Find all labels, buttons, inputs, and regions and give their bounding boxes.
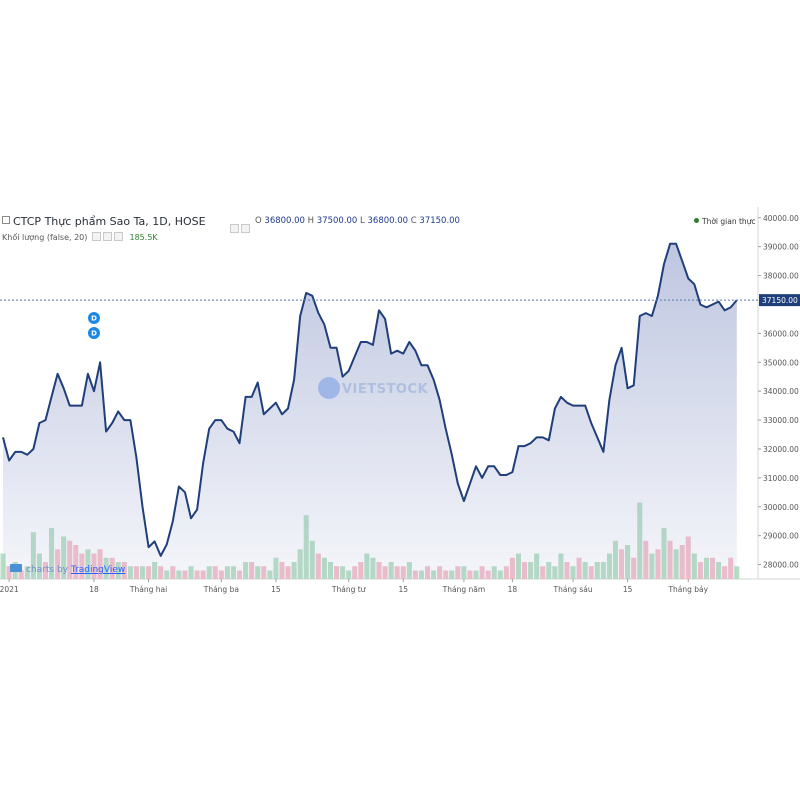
price-area	[3, 243, 737, 580]
y-tick-label: 31000.00	[763, 474, 799, 483]
x-tick-label: Tháng bảy	[667, 585, 708, 594]
x-tick-label: 15	[398, 585, 408, 594]
close-icon[interactable]	[113, 232, 123, 241]
x-tick-label: Tháng năm	[442, 585, 485, 594]
current-price-tag	[759, 294, 800, 307]
price-chart: 37150.00 28000.00 29000.00 30000.00 31000.00…	[0, 207, 800, 594]
y-tick-label: 28000.00	[763, 561, 799, 570]
chart-area: 37150.00 28000.00 29000.00 30000.00 31000.00…	[0, 207, 800, 602]
volume-label: Khối lượng (false, 20)	[2, 233, 88, 242]
tradingview-credit[interactable]: charts by TradingView	[10, 564, 125, 575]
ohlc-readout: O 36800.00 H 37500.00 L 36800.00 C 37150…	[255, 216, 460, 226]
x-tick-label: 18	[508, 585, 518, 594]
y-tick-label: 36000.00	[763, 329, 799, 338]
realtime-indicator: Thời gian thực	[694, 217, 756, 226]
y-tick-label: 38000.00	[763, 272, 799, 281]
volume-legend: Khối lượng (false, 20) 185.5K	[2, 232, 158, 242]
symbol-title: CTCP Thực phẩm Sao Ta, 1D, HOSE	[13, 215, 206, 228]
x-tick-label: Tháng sáu	[553, 585, 593, 594]
y-tick-label: 29000.00	[763, 532, 799, 541]
close-icon[interactable]	[241, 224, 250, 233]
current-price-label: 37150.00	[762, 296, 798, 305]
settings-icon[interactable]	[230, 224, 239, 233]
high-value: 37500.00	[316, 216, 358, 226]
x-tick-label: Tháng tư	[331, 585, 367, 594]
y-tick-label: 34000.00	[763, 387, 799, 396]
watermark: VIETSTOCK	[318, 377, 428, 399]
y-tick-label: 35000.00	[763, 358, 799, 367]
dividend-marker	[87, 327, 100, 339]
open-value: 36800.00	[264, 216, 305, 226]
credit-prefix: charts by	[26, 565, 68, 575]
settings-icon[interactable]	[102, 232, 112, 241]
x-tick-label: 15	[271, 585, 281, 594]
y-tick-label: 39000.00	[763, 243, 799, 252]
vietstock-logo-icon	[318, 377, 340, 399]
low-value: 36800.00	[367, 216, 409, 226]
close-value: 37150.00	[419, 216, 460, 226]
dividend-marker-label: D	[91, 330, 97, 338]
y-tick-label: 40000.00	[763, 214, 799, 223]
price-line	[2, 242, 738, 557]
volume-value: 185.5K	[129, 233, 158, 242]
x-tick-label: 2021	[0, 585, 19, 594]
dividend-marker	[87, 312, 100, 324]
title-actions	[228, 217, 250, 236]
y-tick-label: 33000.00	[763, 416, 799, 425]
y-tick-label: 32000.00	[763, 445, 799, 454]
watermark-text: VIETSTOCK	[342, 382, 429, 397]
tradingview-icon	[10, 564, 22, 572]
collapse-icon[interactable]	[2, 216, 10, 224]
x-tick-label: 15	[623, 585, 633, 594]
eye-icon[interactable]	[91, 232, 101, 241]
credit-brand[interactable]: TradingView	[70, 565, 126, 575]
y-tick-label: 30000.00	[763, 503, 799, 512]
x-tick-label: 18	[89, 585, 99, 594]
x-tick-label: Tháng ba	[203, 585, 239, 594]
dividend-marker-label: D	[91, 315, 97, 323]
realtime-label: Thời gian thực	[702, 217, 756, 226]
status-dot-icon	[694, 218, 699, 223]
chart-title: CTCP Thực phẩm Sao Ta, 1D, HOSE	[2, 215, 206, 228]
x-tick-label: Tháng hai	[129, 585, 167, 594]
